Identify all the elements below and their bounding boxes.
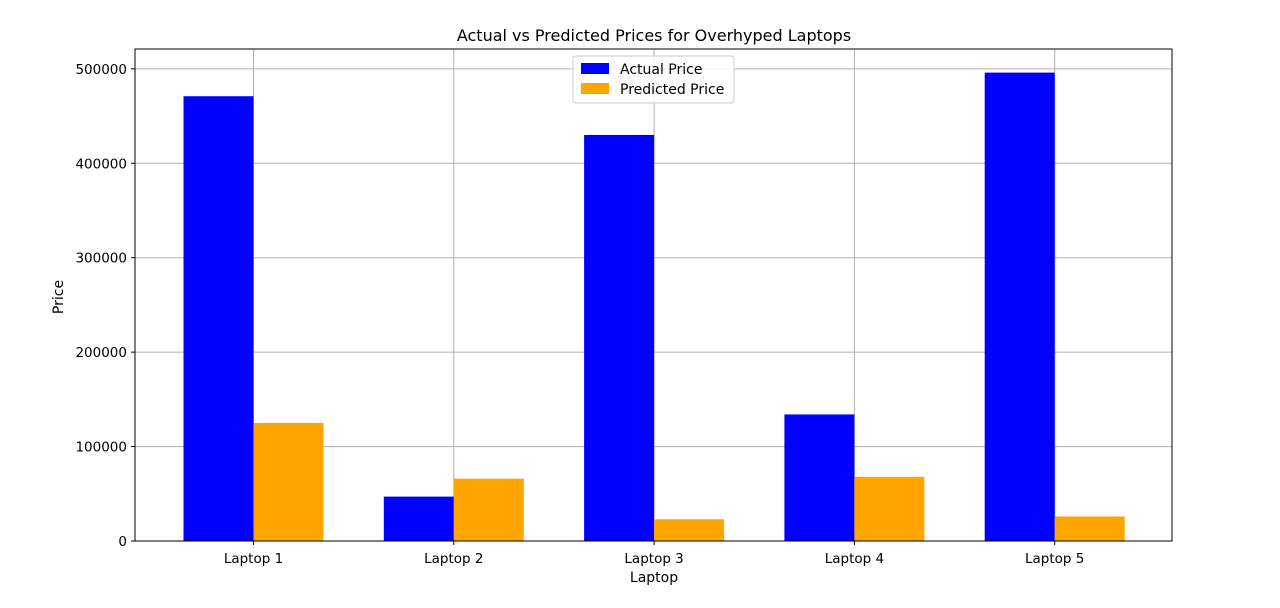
plot-frame	[134, 48, 1173, 542]
y-tick-label: 200000	[75, 345, 127, 361]
y-tick-label: 0	[118, 534, 127, 550]
bar-actual-2	[383, 496, 454, 541]
legend-swatch	[581, 63, 609, 74]
x-tick-label: Laptop 1	[224, 551, 283, 567]
x-axis-label: Laptop	[630, 570, 678, 586]
x-tick-label: Laptop 3	[624, 551, 683, 567]
bar-predicted-4	[854, 476, 925, 541]
y-tick-label: 500000	[75, 62, 127, 78]
x-axis-ticks: Laptop 1 Laptop 2 Laptop 3 Laptop 4 Laptop 5	[224, 541, 1084, 567]
legend-label: Predicted Price	[620, 82, 724, 98]
y-axis-label: Price	[51, 280, 67, 314]
bar-predicted-5	[1054, 516, 1125, 541]
bar-actual-3	[584, 134, 655, 541]
legend-box	[572, 55, 735, 104]
bar-predicted-1	[253, 422, 324, 541]
bars	[183, 72, 1125, 541]
y-axis-ticks: 0 100000 200000 300000 400000 500000	[75, 62, 135, 550]
y-tick-label: 100000	[75, 440, 127, 456]
y-tick-label: 300000	[75, 251, 127, 267]
chart-title: Actual vs Predicted Prices for Overhyped…	[457, 26, 851, 45]
bar-actual-4	[784, 414, 855, 541]
legend-label: Actual Price	[620, 62, 702, 78]
y-tick-label: 400000	[75, 156, 127, 172]
x-tick-label: Laptop 2	[424, 551, 483, 567]
legend: Actual Price Predicted Price	[572, 55, 735, 104]
bar-actual-1	[183, 96, 254, 541]
legend-swatch	[581, 83, 609, 94]
x-tick-label: Laptop 5	[1025, 551, 1084, 567]
x-tick-label: Laptop 4	[825, 551, 884, 567]
bar-predicted-3	[654, 519, 725, 541]
bar-actual-5	[984, 72, 1055, 541]
bar-predicted-2	[453, 478, 524, 541]
